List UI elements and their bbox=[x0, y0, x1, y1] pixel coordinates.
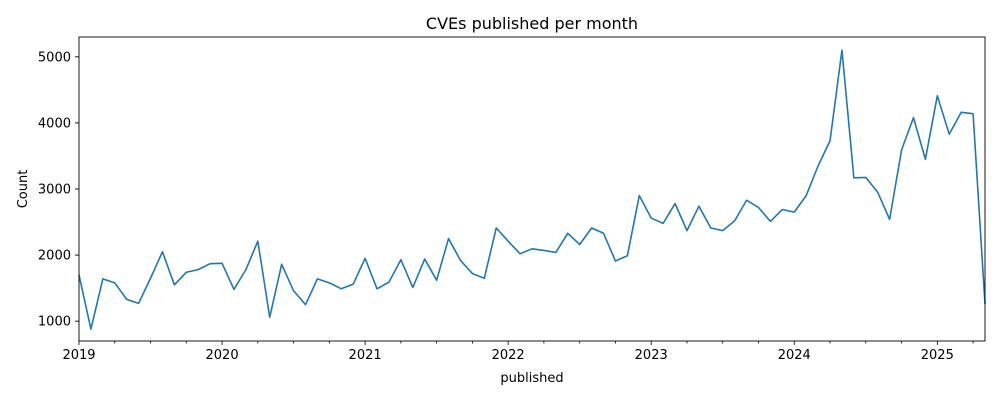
x-tick-label: 2022 bbox=[492, 348, 525, 363]
y-tick-label: 4000 bbox=[38, 116, 71, 131]
x-tick-label: 2021 bbox=[349, 348, 382, 363]
y-tick-label: 1000 bbox=[38, 315, 71, 330]
axes: 1000 2000 3000 4000 5000 2019 2020 2021 2022 2023… bbox=[38, 36, 986, 363]
y-tick-label: 5000 bbox=[38, 50, 71, 65]
y-tick-label: 2000 bbox=[38, 249, 71, 264]
plot-area bbox=[78, 49, 986, 330]
x-tick-label: 2025 bbox=[921, 348, 954, 363]
y-tick-label: 3000 bbox=[38, 183, 71, 198]
x-tick-label: 2023 bbox=[635, 348, 668, 363]
x-axis-title: published bbox=[500, 371, 563, 386]
chart-title: CVEs published per month bbox=[426, 14, 638, 33]
x-tick-label: 2024 bbox=[778, 348, 811, 363]
plot-frame bbox=[78, 36, 986, 342]
y-axis-title: Count bbox=[16, 170, 31, 209]
series-line bbox=[78, 49, 986, 330]
x-tick-label: 2019 bbox=[62, 348, 95, 363]
x-tick-label: 2020 bbox=[206, 348, 239, 363]
